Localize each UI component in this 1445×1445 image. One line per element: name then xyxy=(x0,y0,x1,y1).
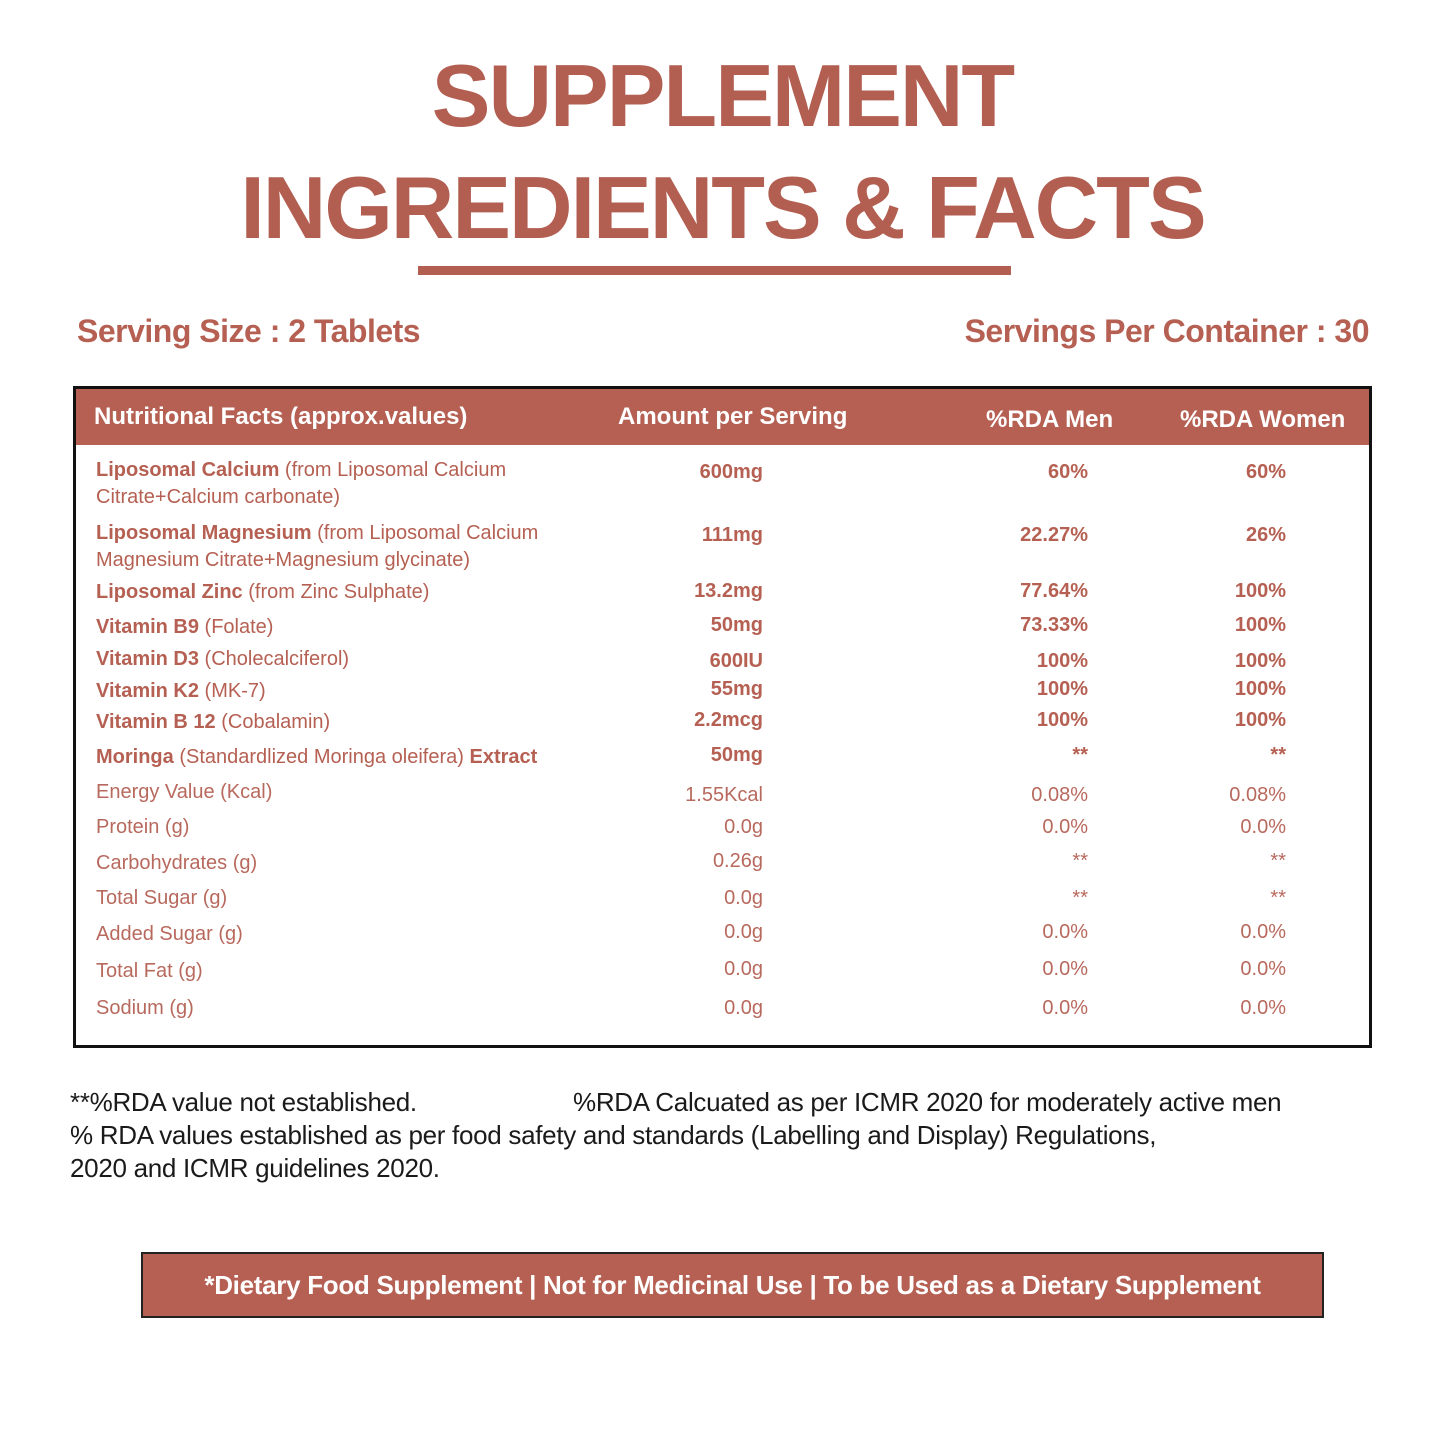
nutrient-name-bold: Vitamin B9 xyxy=(96,616,199,638)
rda-men-value: 0.0% xyxy=(1042,816,1088,838)
nutrition-facts-table: Nutritional Facts (approx.values) Amount… xyxy=(73,386,1372,1048)
nutrient-name: Vitamin K2 (MK-7) xyxy=(96,678,616,705)
note-guidelines: 2020 and ICMR guidelines 2020. xyxy=(70,1153,440,1183)
rda-women-value: 60% xyxy=(1245,461,1286,483)
page-title-line-1: SUPPLEMENT xyxy=(431,46,1015,145)
nutrient-name: Vitamin D3 (Cholecalciferol) xyxy=(96,646,616,673)
nutrient-name: Vitamin B9 (Folate) xyxy=(96,614,616,641)
amount-value: 13.2mg xyxy=(694,580,763,602)
rda-men-value: 60% xyxy=(1047,461,1088,483)
rda-women-value: ** xyxy=(1270,744,1286,766)
nutrient-name: Liposomal Zinc (from Zinc Sulphate) xyxy=(96,579,616,606)
nutrient-name: Energy Value (Kcal) xyxy=(96,781,273,803)
rda-women-value: 0.08% xyxy=(1229,784,1286,806)
note-calculated: %RDA Calcuated as per ICMR 2020 for mode… xyxy=(573,1087,1282,1117)
nutrient-detail: (from Zinc Sulphate) xyxy=(242,581,430,603)
note-not-established: **%RDA value not established. xyxy=(70,1087,417,1117)
table-header: Nutritional Facts (approx.values) Amount… xyxy=(76,389,1369,445)
nutrient-detail: (Cholecalciferol) xyxy=(199,648,350,670)
nutrient-detail: (Cobalamin) xyxy=(215,711,331,733)
nutrient-name-bold: Moringa xyxy=(96,746,174,768)
servings-per-container: Servings Per Container : 30 xyxy=(964,313,1370,349)
amount-value: 0.0g xyxy=(724,921,763,943)
rda-women-value: 0.0% xyxy=(1240,958,1286,980)
column-header-rda-men: %RDA Men xyxy=(986,406,1114,433)
nutrient-name: Liposomal Calcium (from Liposomal Calciu… xyxy=(96,457,616,511)
nutrient-name: Carbohydrates (g) xyxy=(96,852,258,874)
rda-men-value: 100% xyxy=(1036,650,1088,672)
footnotes: **%RDA value not established. %RDA Calcu… xyxy=(70,1086,1380,1185)
page-title-line-2: INGREDIENTS & FACTS xyxy=(240,158,1206,257)
rda-women-value: 0.0% xyxy=(1240,921,1286,943)
nutrient-name: Total Fat (g) xyxy=(96,960,203,982)
amount-value: 600IU xyxy=(709,650,763,672)
rda-men-value: 100% xyxy=(1036,709,1088,731)
rda-men-value: ** xyxy=(1072,744,1088,766)
amount-value: 600mg xyxy=(699,461,763,483)
column-header-name: Nutritional Facts (approx.values) xyxy=(94,403,468,430)
rda-men-value: ** xyxy=(1072,850,1088,872)
nutrient-name-bold: Liposomal Magnesium xyxy=(96,522,312,544)
rda-men-value: 0.0% xyxy=(1042,921,1088,943)
rda-men-value: 100% xyxy=(1036,678,1088,700)
nutrient-detail: (Folate) xyxy=(199,616,274,638)
column-header-amount: Amount per Serving xyxy=(618,403,848,430)
rda-men-value: 22.27% xyxy=(1020,524,1088,546)
amount-value: 55mg xyxy=(710,678,763,700)
nutrient-name: Total Sugar (g) xyxy=(96,887,228,909)
nutrient-name-bold: Liposomal Zinc xyxy=(96,581,243,603)
column-header-rda-women: %RDA Women xyxy=(1180,406,1346,433)
rda-women-value: ** xyxy=(1270,850,1286,872)
rda-women-value: 0.0% xyxy=(1240,816,1286,838)
rda-women-value: 100% xyxy=(1234,678,1286,700)
title-underline xyxy=(418,266,1011,275)
amount-value: 111mg xyxy=(701,524,763,546)
rda-men-value: 73.33% xyxy=(1020,614,1088,636)
nutrient-name-bold: Vitamin B 12 xyxy=(96,711,216,733)
amount-value: 1.55Kcal xyxy=(685,784,763,806)
amount-value: 0.0g xyxy=(724,887,763,909)
nutrient-name: Protein (g) xyxy=(96,816,190,838)
nutrient-name: Liposomal Magnesium (from Liposomal Calc… xyxy=(96,520,616,574)
amount-value: 50mg xyxy=(710,614,763,636)
nutrient-detail: (Standardlized Moringa oleifera) xyxy=(173,746,470,768)
nutrient-name-suffix: Extract xyxy=(469,746,538,768)
nutrient-name-bold: Vitamin D3 xyxy=(96,648,199,670)
nutrient-detail: (MK-7) xyxy=(199,680,266,702)
rda-men-value: 0.08% xyxy=(1031,784,1088,806)
nutrient-name: Vitamin B 12 (Cobalamin) xyxy=(96,709,616,736)
amount-value: 0.0g xyxy=(724,997,763,1019)
serving-size: Serving Size : 2 Tablets xyxy=(77,313,421,349)
rda-men-value: 77.64% xyxy=(1020,580,1088,602)
rda-men-value: ** xyxy=(1072,887,1088,909)
nutrient-detail: (from Liposomal Calcium Citrate+Calcium … xyxy=(96,459,507,508)
note-regulations: % RDA values established as per food saf… xyxy=(70,1120,1157,1150)
amount-value: 0.0g xyxy=(724,958,763,980)
disclaimer-banner: *Dietary Food Supplement | Not for Medic… xyxy=(141,1252,1324,1318)
nutrient-name: Moringa (Standardlized Moringa oleifera)… xyxy=(96,744,616,771)
nutrient-name: Sodium (g) xyxy=(96,997,194,1019)
nutrient-name-bold: Liposomal Calcium xyxy=(96,459,280,481)
nutrient-name: Added Sugar (g) xyxy=(96,923,243,945)
amount-value: 0.0g xyxy=(724,816,763,838)
amount-value: 50mg xyxy=(710,744,763,766)
amount-value: 0.26g xyxy=(712,850,763,872)
rda-women-value: ** xyxy=(1270,887,1286,909)
rda-women-value: 26% xyxy=(1245,524,1286,546)
rda-women-value: 100% xyxy=(1234,580,1286,602)
rda-men-value: 0.0% xyxy=(1042,958,1088,980)
rda-men-value: 0.0% xyxy=(1042,997,1088,1019)
amount-value: 2.2mcg xyxy=(694,709,763,731)
nutrient-detail: (from Liposomal Calcium Magnesium Citrat… xyxy=(96,522,539,571)
rda-women-value: 0.0% xyxy=(1240,997,1286,1019)
rda-women-value: 100% xyxy=(1234,709,1286,731)
rda-women-value: 100% xyxy=(1234,614,1286,636)
rda-women-value: 100% xyxy=(1234,650,1286,672)
nutrient-name-bold: Vitamin K2 xyxy=(96,680,199,702)
